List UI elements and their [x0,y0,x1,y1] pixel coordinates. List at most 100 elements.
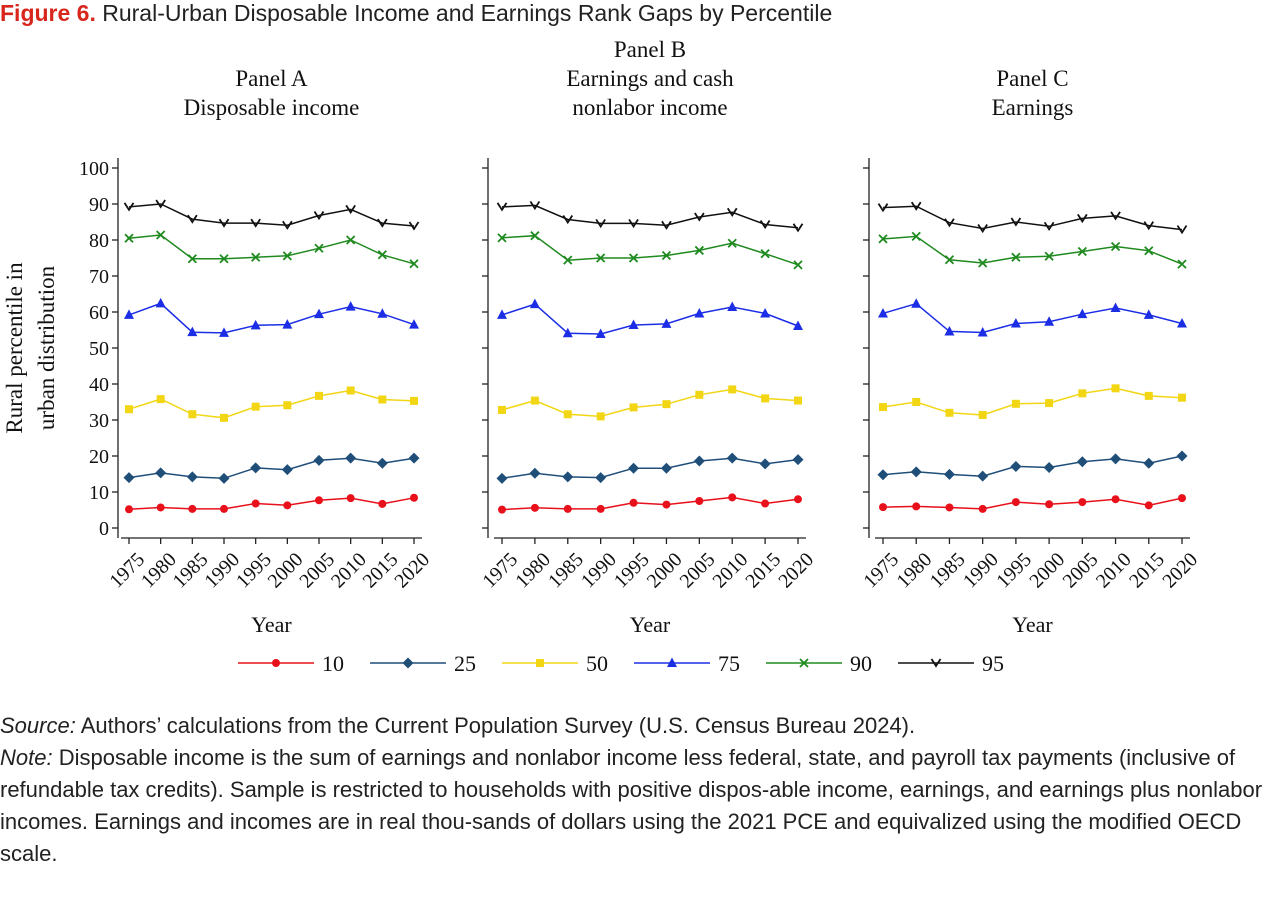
data-point [793,320,803,331]
data-point [313,454,325,466]
data-point [694,212,705,222]
data-point [977,327,988,337]
data-point [1177,259,1187,269]
data-point [728,493,737,502]
y-tick-label: 10 [89,482,109,504]
y-tick-label: 100 [79,158,109,180]
data-point [410,493,418,502]
series-25 [123,452,420,484]
data-point [378,499,387,508]
data-point [219,254,229,264]
series-line [501,457,799,480]
data-point [629,403,638,412]
series-line [128,457,415,480]
data-point [155,199,166,209]
x-axis-title: Year [630,612,671,637]
series-line [501,303,799,335]
data-point [345,301,356,311]
x-tick-label: 1990 [577,549,621,593]
data-point [378,395,387,404]
data-point [1078,498,1087,507]
data-point [1043,221,1055,231]
data-point [693,455,705,467]
data-point [563,410,572,419]
legend-marker [536,659,544,667]
data-point [283,401,292,410]
data-point [878,234,888,244]
legend-label: 25 [454,651,476,676]
data-point [497,309,507,319]
figure-title-text: Rural-Urban Disposable Income and Earnin… [102,0,833,26]
y-tick-label: 40 [89,374,109,396]
data-point [1143,221,1155,231]
panel-a: Panel A Disposable income 0 10 20 30 40 50 60 70 8… [2,66,434,637]
series-95 [496,200,804,233]
data-point [409,259,419,269]
data-point [562,214,574,225]
x-tick-label: 2005 [676,549,720,593]
data-point [1044,316,1055,326]
x-tick-label: 2020 [774,549,818,593]
x-tick-label: 2020 [1158,549,1202,593]
data-point [792,454,804,466]
data-point [283,501,292,510]
note-line: Note: Disposable income is the sum of ea… [0,742,1280,870]
data-point [315,496,323,505]
panel-title-line: nonlabor income [572,95,727,120]
data-point [530,231,540,241]
data-point [977,223,988,234]
data-point [346,494,355,503]
legend-label: 90 [850,651,872,676]
data-point [530,396,539,405]
series-line [882,235,1183,265]
data-point [794,495,802,504]
data-point [346,386,355,395]
data-point [694,307,705,318]
series-50 [498,385,802,421]
data-point [346,235,356,245]
data-point [124,233,134,243]
series-line [128,389,415,419]
data-point [1045,399,1054,408]
data-point [877,469,889,481]
legend-label: 95 [982,651,1004,676]
data-point [497,233,507,243]
data-point [977,470,989,482]
legend-label: 75 [718,651,740,676]
data-point [562,327,573,338]
data-point [1010,318,1021,328]
panel-c: Panel CEarnings1975198019851990199520002… [859,66,1202,637]
series-line [128,234,415,265]
series-line [501,204,799,229]
data-point [563,504,572,513]
data-point [220,504,228,513]
data-point [760,249,770,259]
data-point [124,309,134,319]
x-tick-label: 1975 [478,549,522,593]
data-point [377,308,388,318]
data-point [1077,213,1088,224]
data-point [628,253,639,263]
data-point [345,452,357,464]
data-point [1110,453,1122,465]
x-tick-label: 1985 [926,549,970,593]
data-point [187,326,198,337]
data-point [695,390,704,399]
panel-title-line: Earnings [992,95,1074,120]
series-10 [498,493,802,514]
data-point [376,457,388,469]
data-point [628,319,639,329]
series-90 [878,231,1187,269]
data-point [944,218,955,228]
data-point [282,251,292,261]
data-point [628,218,639,229]
legend-marker [272,659,280,667]
panel-title-line: Disposable income [184,95,360,120]
x-axis-title: Year [251,612,292,637]
data-point [1077,308,1088,319]
data-point [912,502,921,511]
series-95 [123,199,420,231]
data-point [761,499,770,508]
data-point [219,327,229,337]
data-point [1011,399,1020,408]
